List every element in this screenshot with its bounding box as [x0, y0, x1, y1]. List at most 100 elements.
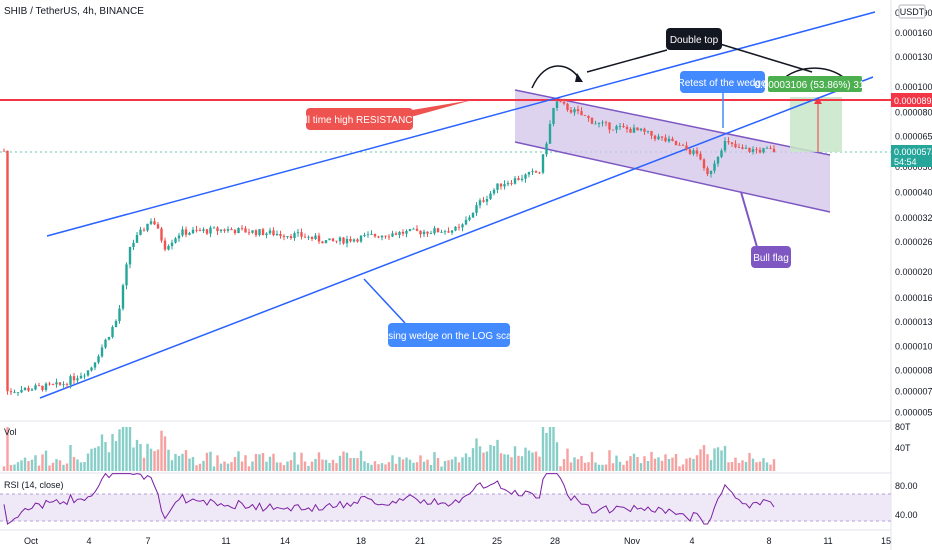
volume-bar — [342, 451, 345, 471]
candle-body — [709, 170, 713, 174]
resistance-price-label: 0.00008933 — [891, 93, 932, 107]
candle-body — [125, 264, 128, 286]
volume-bar — [709, 460, 713, 471]
volume-bar — [27, 461, 30, 471]
volume-bar — [471, 448, 475, 471]
volume-bar — [615, 455, 618, 471]
currency-badge[interactable]: USDT — [898, 4, 926, 19]
price-tick-5: 0.00006500 — [895, 132, 932, 142]
candle-body — [170, 242, 174, 247]
volume-bar — [30, 459, 34, 471]
volume-bar — [377, 464, 380, 471]
rising-wedge-callout[interactable]: Rising wedge on the LOG scale — [379, 323, 520, 347]
volume-bar — [748, 452, 751, 471]
volume-bar — [405, 457, 408, 471]
candle-body — [167, 246, 170, 250]
volume-bar — [76, 459, 79, 471]
time-tick-3: 11 — [221, 536, 230, 546]
candle-body — [55, 382, 58, 385]
volume-bar — [587, 462, 590, 471]
candle-body — [506, 183, 510, 185]
candle-body — [548, 124, 552, 144]
volume-bar — [580, 455, 583, 471]
rsi-pane-label[interactable]: RSI (14, close) — [4, 480, 64, 490]
volume-bar — [170, 460, 174, 471]
time-tick-9: Nov — [624, 536, 641, 546]
candle-body — [296, 232, 300, 234]
bull-flag-callout[interactable]: Bull flag — [751, 246, 791, 268]
candle-body — [104, 339, 107, 348]
candle-body — [713, 163, 716, 171]
volume-bar — [233, 457, 237, 471]
candle-body — [30, 389, 34, 391]
candle-body — [660, 136, 664, 138]
candle-body — [254, 230, 258, 236]
candle-body — [667, 138, 671, 142]
volume-bar — [62, 464, 65, 471]
volume-bar — [153, 451, 156, 471]
bull-flag-pointer — [740, 191, 758, 248]
candle-body — [440, 232, 443, 233]
target-label[interactable]: 0.00003106 (53.86%) 3106 — [754, 76, 876, 92]
bull-flag-lower-line[interactable] — [514, 141, 831, 213]
currency-badge-label: USDT — [900, 7, 925, 17]
volume-bar — [387, 462, 391, 471]
volume-bar — [765, 462, 769, 471]
volume-bar — [13, 464, 16, 471]
volume-bar — [268, 456, 272, 471]
volume-bar — [16, 462, 20, 471]
double-top-callout[interactable]: Double top — [666, 28, 722, 50]
candle-body — [734, 143, 737, 148]
candle-body — [436, 228, 440, 233]
candle-body — [545, 143, 548, 155]
volume-bar — [104, 442, 107, 471]
volume-bar — [597, 464, 601, 471]
rising-wedge-lower-line[interactable] — [39, 76, 874, 399]
target-label-text: 0.00003106 (53.86%) 3106 — [754, 80, 876, 91]
volume-bar — [751, 458, 755, 471]
volume-bar — [566, 448, 569, 471]
candle-body — [482, 200, 485, 202]
time-axis[interactable]: Oct 4 7 11 14 18 21 25 28 Nov 4 8 11 15 — [24, 536, 891, 546]
candle-body — [377, 236, 380, 238]
volume-series — [2, 427, 776, 471]
volume-bar — [433, 452, 436, 471]
volume-bar — [41, 454, 44, 471]
bull-flag-channel[interactable] — [515, 90, 830, 212]
candle-body — [443, 231, 447, 233]
volume-bar — [601, 464, 604, 471]
price-axis[interactable]: 0.000190000.000160000.000130000.00010000… — [895, 8, 932, 418]
retest-callout[interactable]: Retest of the wedge — [678, 71, 767, 93]
volume-bar — [692, 458, 695, 471]
time-tick-11: 8 — [766, 536, 771, 546]
volume-bar — [755, 462, 758, 471]
candle-body — [639, 128, 643, 131]
candle-body — [184, 229, 188, 235]
volume-pane-label[interactable]: Vol — [4, 427, 17, 437]
candle-body — [699, 153, 702, 160]
volume-bar — [93, 447, 97, 471]
candle-body — [146, 223, 149, 231]
candle-body — [135, 234, 139, 243]
volume-bar — [608, 450, 611, 471]
volume-bar — [636, 457, 639, 471]
price-tick-4: 0.00008000 — [895, 108, 932, 118]
candle-body — [723, 141, 727, 151]
resistance-callout[interactable]: All time high RESISTANCE — [299, 108, 420, 130]
candle-body — [205, 229, 209, 234]
volume-bar — [65, 463, 69, 471]
candle-body — [174, 238, 177, 243]
time-tick-10: 4 — [689, 536, 694, 546]
candle-body — [226, 229, 230, 231]
volume-bar — [128, 427, 132, 471]
volume-bar — [216, 455, 219, 471]
candle-body — [181, 229, 184, 236]
candle-body — [520, 178, 524, 180]
symbol-header[interactable]: SHIB / TetherUS, 4h, BINANCE — [4, 6, 144, 17]
resistance-pointer — [400, 100, 472, 120]
volume-bar — [429, 465, 433, 471]
rsi-band — [0, 494, 891, 521]
volume-bar — [177, 455, 181, 471]
